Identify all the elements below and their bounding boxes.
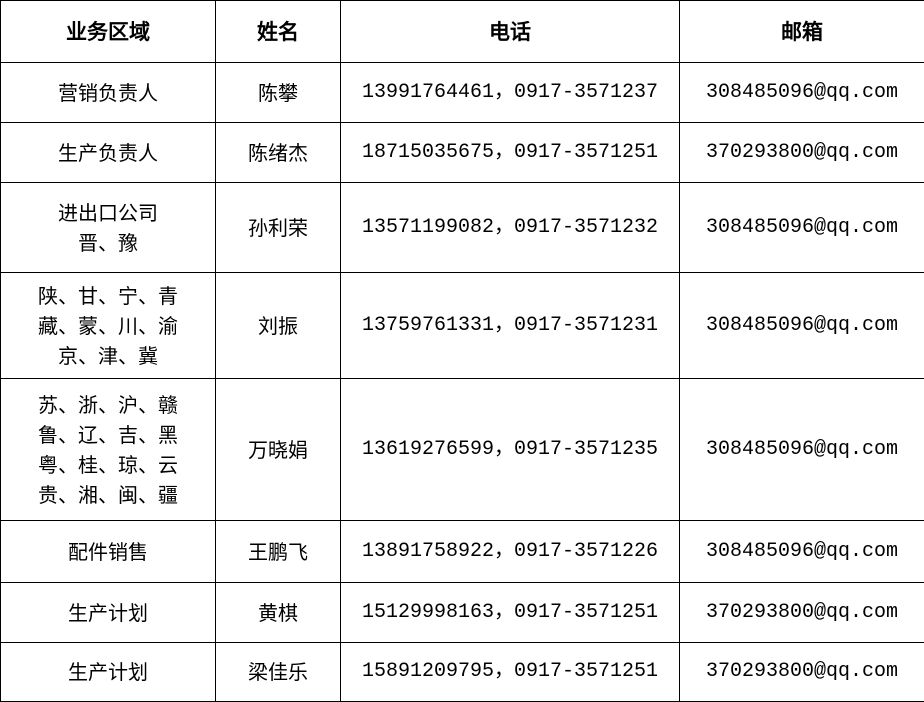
email-cell: 308485096@qq.com: [680, 273, 924, 379]
name-cell: 万晓娟: [216, 379, 341, 521]
area-cell: 生产负责人: [1, 123, 216, 183]
area-cell: 陕、甘、宁、青 藏、蒙、川、渝 京、津、冀: [1, 273, 216, 379]
email-cell: 308485096@qq.com: [680, 63, 924, 123]
area-cell: 生产计划: [1, 583, 216, 643]
name-cell: 孙利荣: [216, 183, 341, 273]
phone-cell: 15891209795，0917-3571251: [341, 643, 680, 702]
phone-cell: 13759761331，0917-3571231: [341, 273, 680, 379]
email-cell: 308485096@qq.com: [680, 183, 924, 273]
name-cell: 陈攀: [216, 63, 341, 123]
email-cell: 370293800@qq.com: [680, 583, 924, 643]
name-cell: 陈绪杰: [216, 123, 341, 183]
phone-cell: 13619276599，0917-3571235: [341, 379, 680, 521]
header-email: 邮箱: [680, 1, 924, 63]
name-cell: 梁佳乐: [216, 643, 341, 702]
email-cell: 370293800@qq.com: [680, 643, 924, 702]
header-phone: 电话: [341, 1, 680, 63]
email-cell: 308485096@qq.com: [680, 521, 924, 583]
header-name: 姓名: [216, 1, 341, 63]
email-cell: 370293800@qq.com: [680, 123, 924, 183]
area-cell: 营销负责人: [1, 63, 216, 123]
email-cell: 308485096@qq.com: [680, 379, 924, 521]
header-row: 业务区域 姓名 电话 邮箱: [1, 1, 924, 63]
name-cell: 刘振: [216, 273, 341, 379]
area-cell: 配件销售: [1, 521, 216, 583]
name-cell: 黄棋: [216, 583, 341, 643]
phone-cell: 13571199082，0917-3571232: [341, 183, 680, 273]
name-cell: 王鹏飞: [216, 521, 341, 583]
phone-cell: 13991764461，0917-3571237: [341, 63, 680, 123]
phone-cell: 15129998163，0917-3571251: [341, 583, 680, 643]
phone-cell: 13891758922，0917-3571226: [341, 521, 680, 583]
area-cell: 苏、浙、沪、赣 鲁、辽、吉、黑 粤、桂、琼、云 贵、湘、闽、疆: [1, 379, 216, 521]
area-cell: 生产计划: [1, 643, 216, 702]
header-area: 业务区域: [1, 1, 216, 63]
phone-cell: 18715035675，0917-3571251: [341, 123, 680, 183]
area-cell: 进出口公司 晋、豫: [1, 183, 216, 273]
